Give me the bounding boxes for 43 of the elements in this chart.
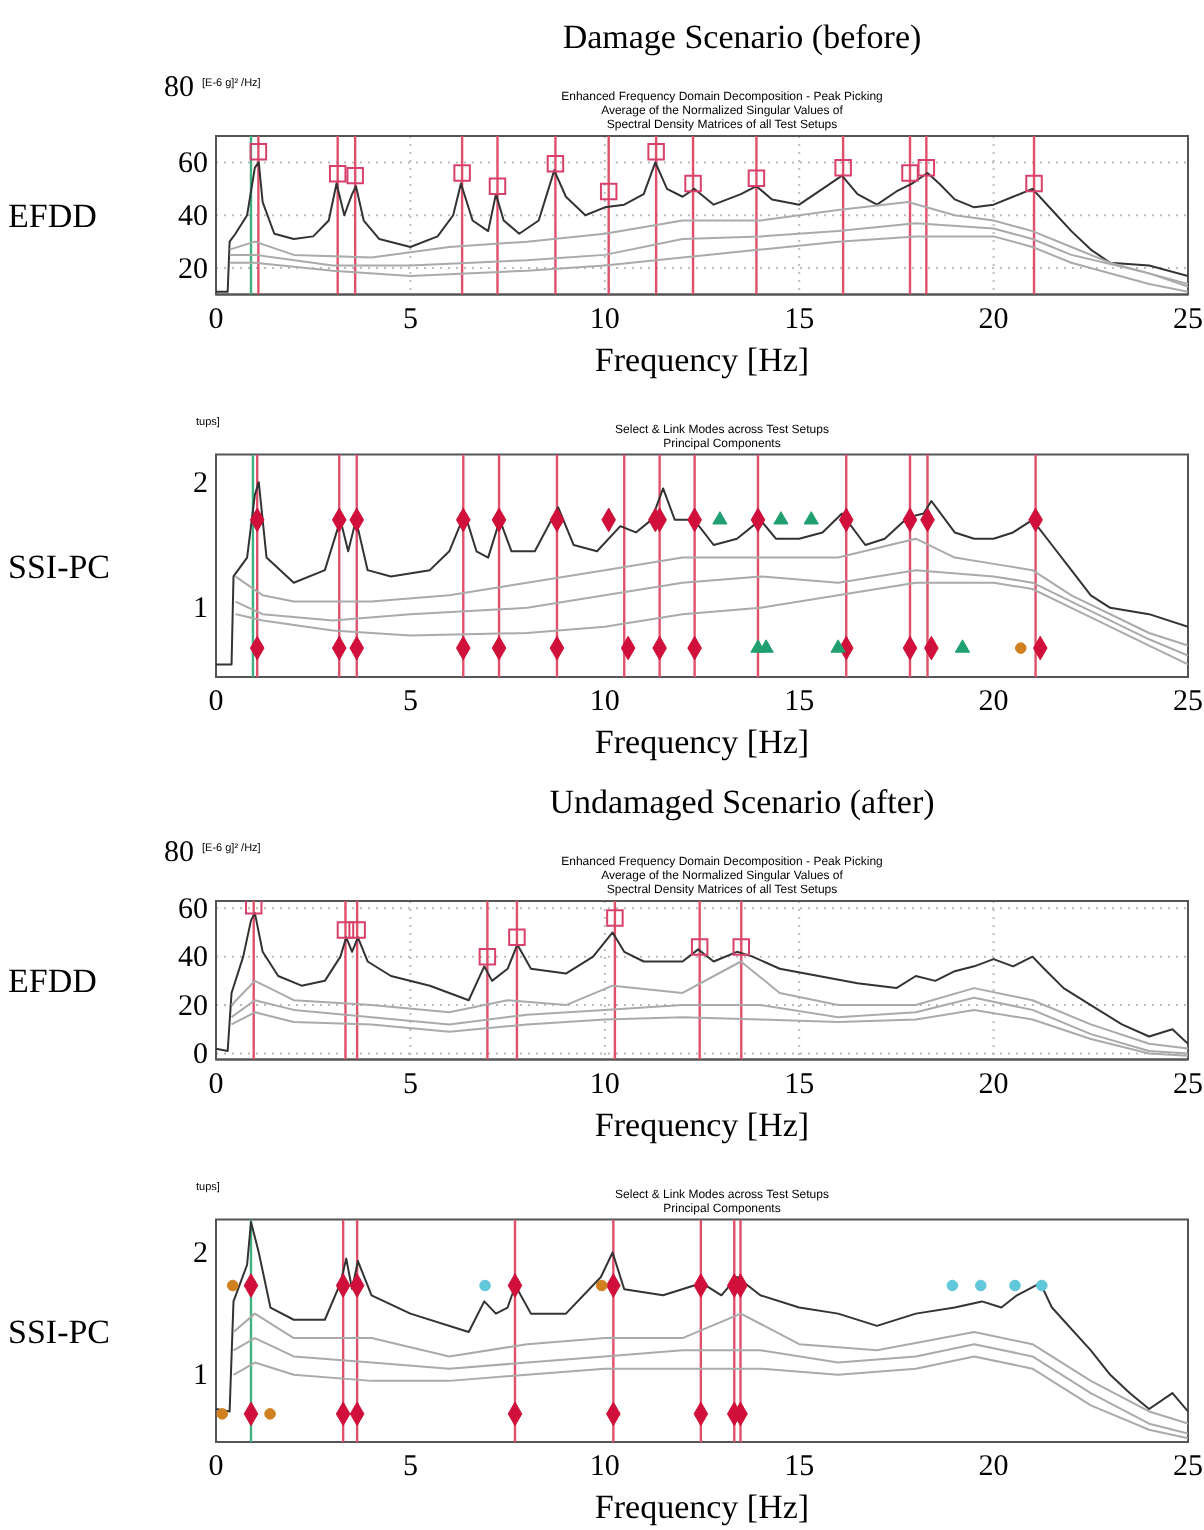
y-tick-label: 20 [178,990,208,1023]
x-tick-label: 20 [978,1451,1009,1484]
x-axis-title: Frequency [Hz] [594,1105,810,1144]
x-tick-label: 5 [402,1068,418,1101]
y-tick-label: 2 [193,1238,208,1271]
x-tick-label: 10 [589,686,620,719]
x-tick-label: 15 [784,1451,815,1484]
x-tick-label: 10 [589,303,620,336]
x-tick-label: 20 [978,1068,1009,1101]
y-tick-label: 0 [193,1039,208,1072]
x-tick-label: 15 [784,686,815,719]
y-axis-title: SSI-PC [8,547,111,586]
x-tick-label: 25 [1173,303,1203,336]
y-tick-label: 40 [178,942,208,975]
chart-title: Damage Scenario (before) [562,18,922,56]
x-axis-title: Frequency [Hz] [594,1488,810,1526]
x-tick-label: 20 [978,303,1009,336]
x-tick-label: 25 [1173,686,1203,719]
text: 80 [164,837,194,869]
x-tick-label: 25 [1173,1451,1203,1484]
x-tick-label: 5 [402,1451,418,1484]
y-tick-label: 2 [193,467,208,500]
x-axis-title: Frequency [Hz] [594,340,810,379]
chart-title: Undamaged Scenario (after) [549,783,935,821]
y-tick-label: 20 [178,253,208,286]
x-axis-title: Frequency [Hz] [594,723,810,761]
x-tick-label: 10 [589,1451,620,1484]
x-tick-label: 15 [784,303,815,336]
y-axis-title: EFDD [8,197,97,236]
y-axis-title: EFDD [8,962,97,1001]
x-tick-label: 5 [402,303,418,336]
y-tick-label: 60 [178,893,208,926]
x-tick-label: 10 [589,1068,620,1101]
y-tick-label: 40 [178,200,208,233]
x-tick-label: 5 [402,686,418,719]
y-tick-label: 1 [193,593,208,626]
y-tick-label: 60 [178,148,208,181]
y-tick-label: 1 [193,1360,208,1393]
y-axis-title: SSI-PC [8,1312,111,1351]
text: 80 [164,72,194,104]
x-tick-label: 20 [978,686,1009,719]
x-tick-label: 15 [784,1068,815,1101]
x-tick-label: 25 [1173,1068,1203,1101]
